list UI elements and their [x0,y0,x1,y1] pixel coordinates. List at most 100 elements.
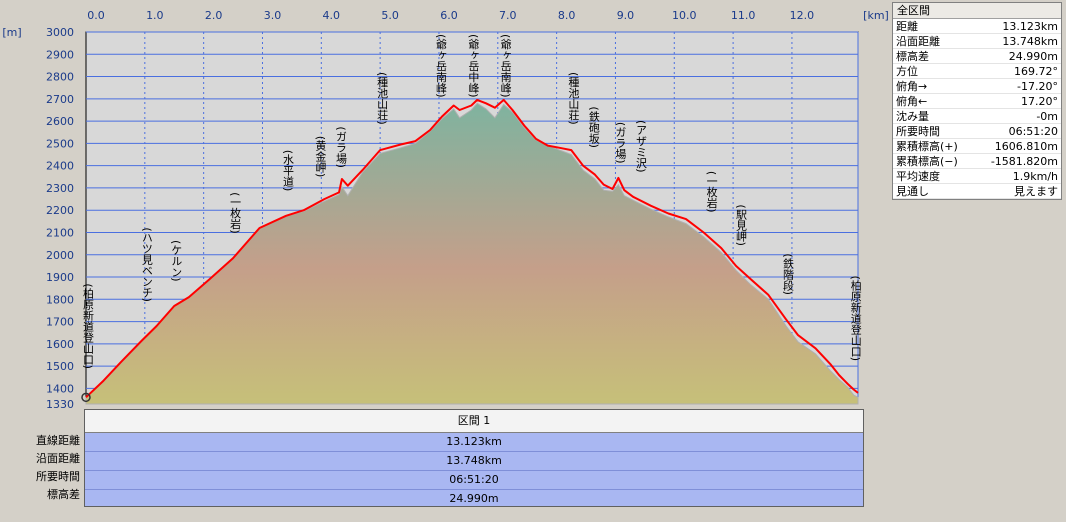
summary-value: -0m [1036,109,1058,123]
y-tick-label: 1500 [46,360,74,373]
y-tick-label: 1400 [46,382,74,395]
poi-label: (黄金岬) [314,136,327,178]
summary-value: 06:51:20 [1008,124,1058,138]
y-unit-label: [m] [2,26,21,39]
x-unit-label: [km] [863,9,889,22]
start-marker [81,392,91,403]
summary-row: 所要時間 06:51:20 [893,124,1061,139]
y-tick-label: 3000 [46,26,74,39]
summary-row: 距離 13.123km [893,19,1061,34]
poi-label: (ケルン) [170,240,183,282]
summary-label: 累積標高(+) [896,139,958,153]
x-tick-label: 1.0 [146,9,164,22]
summary-label: 所要時間 [896,124,940,138]
poi-label: (アザミ沢) [634,120,647,173]
y-tick-label: 2400 [46,160,74,173]
summary-row: 沿面距離 13.748km [893,34,1061,49]
summary-row: 標高差 24.990m [893,49,1061,64]
segment-time-value: 06:51:20 [85,471,863,490]
y-tick-label: 2000 [46,249,74,262]
summary-row: 累積標高(+) 1606.810m [893,139,1061,154]
segment-straight-distance-label: 直線距離 [36,434,80,447]
x-tick-label: 7.0 [499,9,517,22]
x-tick-label: 9.0 [617,9,635,22]
summary-label: 沈み量 [896,109,929,123]
y-tick-label: 2600 [46,115,74,128]
poi-label: (爺ヶ岳中峰) [467,34,480,98]
x-tick-label: 0.0 [87,9,105,22]
summary-label: 沿面距離 [896,34,940,48]
poi-label: (種池山荘) [376,72,389,125]
route-profile-line [85,98,859,399]
summary-row: 平均速度 1.9km/h [893,169,1061,184]
segment-elevation-diff-value: 24.990m [449,492,499,505]
summary-value: 見えます [1014,184,1058,198]
poi-label: (爺ヶ岳南峰) [499,34,512,98]
poi-label: (ガラ場) [614,122,627,164]
summary-label: 方位 [896,64,918,78]
poi-label: (ガラ場) [334,126,347,168]
summary-label: 俯角← [896,94,928,108]
summary-label: 見通し [896,184,929,198]
y-tick-label: 1600 [46,338,74,351]
y-tick-label: 2100 [46,226,74,239]
segment-elevation-diff-label: 標高差 [47,488,80,501]
poi-label: (一枚岩) [229,192,242,234]
summary-row: 見通し 見えます [893,184,1061,199]
y-tick-label: 2900 [46,48,74,61]
summary-value: -17.20° [1017,79,1058,93]
segment-surface-distance-value: 13.748km [85,452,863,471]
y-tick-label: 2700 [46,93,74,106]
summary-row: 俯角← 17.20° [893,94,1061,109]
summary-label: 距離 [896,19,918,33]
x-tick-label: 5.0 [381,9,399,22]
y-tick-label: 1330 [46,398,74,411]
summary-label: 累積標高(−) [896,154,958,168]
x-tick-label: 8.0 [558,9,576,22]
summary-value: 1606.810m [994,139,1058,153]
summary-table: 距離 13.123km 沿面距離 13.748km 標高差 24.990m 方位 169.72… [893,19,1061,199]
poi-label: (ハツ見ベンチ) [140,227,153,302]
summary-title: 全区間 [893,3,1061,19]
y-tick-label: 2200 [46,204,74,217]
y-tick-label: 1800 [46,293,74,306]
x-tick-label: 3.0 [264,9,282,22]
poi-label: (駅見岬) [734,204,747,246]
poi-label: (一枚岩) [705,171,718,213]
poi-label: (水平道) [282,150,295,192]
segment-straight-distance-value: 13.123km [85,433,863,452]
summary-value: 1.9km/h [1012,169,1058,183]
segment-time-label: 所要時間 [36,470,80,483]
poi-label: (爺ヶ岳南峰) [434,34,447,98]
x-tick-label: 2.0 [205,9,223,22]
x-tick-label: 4.0 [323,9,341,22]
y-tick-label: 1900 [46,271,74,284]
summary-value: 17.20° [1021,94,1058,108]
poi-label: (柏原新道登山口) [82,283,95,369]
x-tick-label: 11.0 [731,9,756,22]
poi-label: (柏原新道登山口) [849,276,862,362]
summary-label: 標高差 [896,49,929,63]
poi-label: (鉄階段) [782,253,795,295]
summary-label: 俯角→ [896,79,928,93]
summary-label: 平均速度 [896,169,940,183]
y-tick-label: 2800 [46,71,74,84]
x-tick-label: 6.0 [440,9,458,22]
x-tick-label: 12.0 [790,9,815,22]
segment-panel: 区間 1 13.123km 13.748km 06:51:20 24.990m [84,409,864,507]
summary-row: 累積標高(−) -1581.820m [893,154,1061,169]
summary-value: 24.990m [1008,49,1058,63]
summary-panel: 全区間 距離 13.123km 沿面距離 13.748km 標高差 24.990m 方位 16… [892,2,1062,200]
x-tick-label: 10.0 [672,9,697,22]
poi-label: (種池山荘) [567,72,580,125]
segment-surface-distance-label: 沿面距離 [36,452,80,465]
summary-value: 13.748km [1002,34,1058,48]
summary-value: 13.123km [1002,19,1058,33]
summary-value: -1581.820m [990,154,1058,168]
poi-label: (鉄砲坂) [587,106,600,148]
summary-row: 俯角→ -17.20° [893,79,1061,94]
segment-title: 区間 1 [85,410,863,433]
summary-value: 169.72° [1014,64,1058,78]
summary-row: 方位 169.72° [893,64,1061,79]
